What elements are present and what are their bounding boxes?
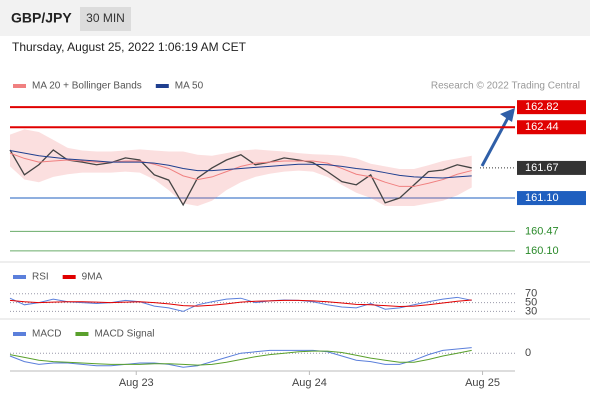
level-label-box: [517, 100, 586, 115]
level-label-box: [517, 120, 586, 135]
legend-swatch: [75, 332, 89, 336]
x-tick-label: Aug 25: [465, 377, 500, 389]
datetime: Thursday, August 25, 2022 1:06:19 AM CET: [12, 40, 247, 54]
interval-button[interactable]: [80, 7, 131, 31]
x-tick-label: Aug 23: [119, 377, 154, 389]
legend-swatch: [62, 275, 76, 279]
legend-label: MA 50: [175, 81, 204, 92]
series-line: [9, 347, 472, 368]
interval[interactable]: 30 MIN: [86, 11, 125, 25]
level-label: 162.82: [525, 101, 559, 113]
y-tick-label: 50: [525, 297, 537, 309]
level-label: 162.44: [525, 121, 559, 133]
legend-label: 9MA: [82, 272, 103, 283]
series-line: [9, 349, 472, 366]
price-line: [9, 149, 472, 207]
legend-swatch: [13, 275, 26, 279]
bollinger-band: [10, 129, 472, 206]
legend-label: MACD Signal: [94, 329, 154, 340]
forecast-arrow-head: [500, 108, 515, 122]
level-label: 161.67: [525, 162, 559, 174]
legend-swatch: [155, 84, 169, 88]
x-tick-label: Aug 24: [292, 377, 327, 389]
level-label: 160.47: [525, 225, 559, 237]
series-line: [9, 296, 472, 312]
legend-label: MA 20 + Bollinger Bands: [32, 81, 142, 92]
legend-swatch: [13, 84, 26, 88]
series-line: [9, 149, 472, 179]
y-tick-label: 0: [525, 347, 531, 359]
legend-label: RSI: [32, 272, 49, 283]
series-line: [9, 152, 472, 187]
level-label: 161.10: [525, 192, 559, 204]
level-label: 160.10: [525, 245, 559, 257]
credit: Research © 2022 Trading Central: [431, 81, 580, 92]
y-tick-label: 30: [525, 305, 537, 317]
y-tick-label: 70: [525, 288, 537, 300]
forecast-arrow: [480, 113, 512, 167]
legend-label: MACD: [32, 329, 61, 340]
level-label-box: [517, 191, 586, 206]
symbol: GBP/JPY: [11, 10, 72, 26]
legend-swatch: [13, 332, 26, 336]
level-label-box: [517, 160, 586, 175]
series-line: [9, 299, 472, 308]
